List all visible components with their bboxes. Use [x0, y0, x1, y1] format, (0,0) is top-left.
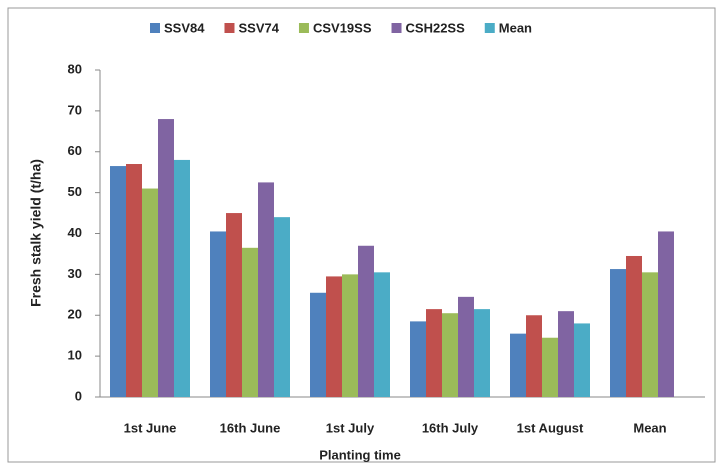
bar [458, 296, 474, 397]
bar [258, 182, 274, 397]
bar [642, 272, 658, 397]
legend-label: SSV84 [164, 20, 205, 35]
bar [142, 188, 158, 397]
y-tick-label: 40 [68, 225, 82, 240]
y-tick-label: 0 [75, 388, 82, 403]
bar [510, 333, 526, 397]
y-tick-label: 20 [68, 307, 82, 322]
x-tick-label: 1st August [517, 420, 584, 435]
legend-swatch [298, 23, 309, 33]
y-tick-label: 50 [68, 184, 82, 199]
bar [274, 217, 290, 397]
bar [310, 292, 326, 397]
bar [158, 119, 174, 398]
bar [326, 276, 342, 397]
bar [210, 231, 226, 397]
bar [110, 166, 126, 397]
bar [442, 313, 458, 397]
legend-swatch [224, 23, 235, 33]
x-tick-label: 16th July [422, 420, 479, 435]
legend-label: SSV74 [238, 20, 279, 35]
y-tick-label: 80 [68, 61, 82, 76]
bar [474, 309, 490, 397]
y-tick-label: 30 [68, 266, 82, 281]
x-tick-label: 1st July [326, 420, 375, 435]
legend-label: CSV19SS [313, 20, 372, 35]
bar [358, 245, 374, 397]
x-tick-label: 1st June [124, 420, 177, 435]
bar [574, 323, 590, 397]
bar [526, 315, 542, 397]
bar [226, 213, 242, 397]
bar [126, 164, 142, 397]
y-tick-label: 10 [68, 348, 82, 363]
bar [174, 159, 190, 397]
bar [242, 247, 258, 397]
legend-label: Mean [499, 20, 532, 35]
bar [426, 309, 442, 397]
legend-swatch [391, 23, 402, 33]
x-tick-label: Mean [633, 420, 666, 435]
y-axis-label: Fresh stalk yield (t/ha) [28, 159, 44, 307]
legend-label: CSH22SS [406, 20, 466, 35]
bar [342, 274, 358, 397]
bar [410, 321, 426, 397]
x-axis-label: Planting time [319, 447, 401, 462]
bar [374, 272, 390, 397]
legend-swatch [484, 23, 495, 33]
bar [610, 269, 626, 397]
bar [558, 311, 574, 397]
bar [658, 231, 674, 397]
y-tick-label: 70 [68, 102, 82, 117]
bar [626, 255, 642, 397]
y-tick-label: 60 [68, 143, 82, 158]
legend-swatch [150, 23, 160, 33]
bar [542, 337, 558, 397]
x-tick-label: 16th June [220, 420, 281, 435]
